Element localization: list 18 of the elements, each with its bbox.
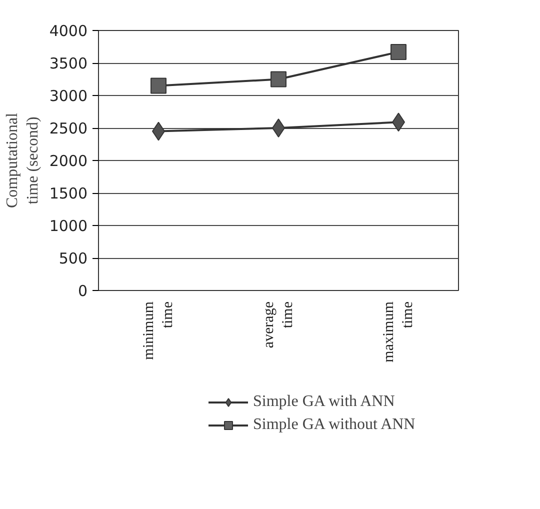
y-tick-label: 4000 (49, 22, 88, 40)
legend-label: Simple GA without ANN (253, 416, 416, 434)
y-tick-label: 3500 (49, 54, 88, 72)
x-tick-label: maximum time (380, 301, 416, 362)
y-tick-label: 500 (58, 250, 88, 268)
y-tick-label: 3000 (49, 87, 88, 105)
y-tick-label: 0 (78, 282, 88, 300)
point (270, 71, 286, 88)
point (390, 44, 406, 60)
y-tick-label: 1000 (49, 217, 88, 235)
x-tick-label: minimum time (140, 301, 176, 360)
y-tick-label: 2000 (49, 152, 88, 170)
y-axis-title: Computational time (second) (4, 112, 42, 208)
y-tick-label: 1500 (49, 184, 88, 202)
y-tick-label: 2500 (49, 120, 88, 138)
legend-label: Simple GA with ANN (253, 393, 395, 411)
point (150, 78, 166, 94)
x-tick-label: average time (260, 301, 296, 348)
